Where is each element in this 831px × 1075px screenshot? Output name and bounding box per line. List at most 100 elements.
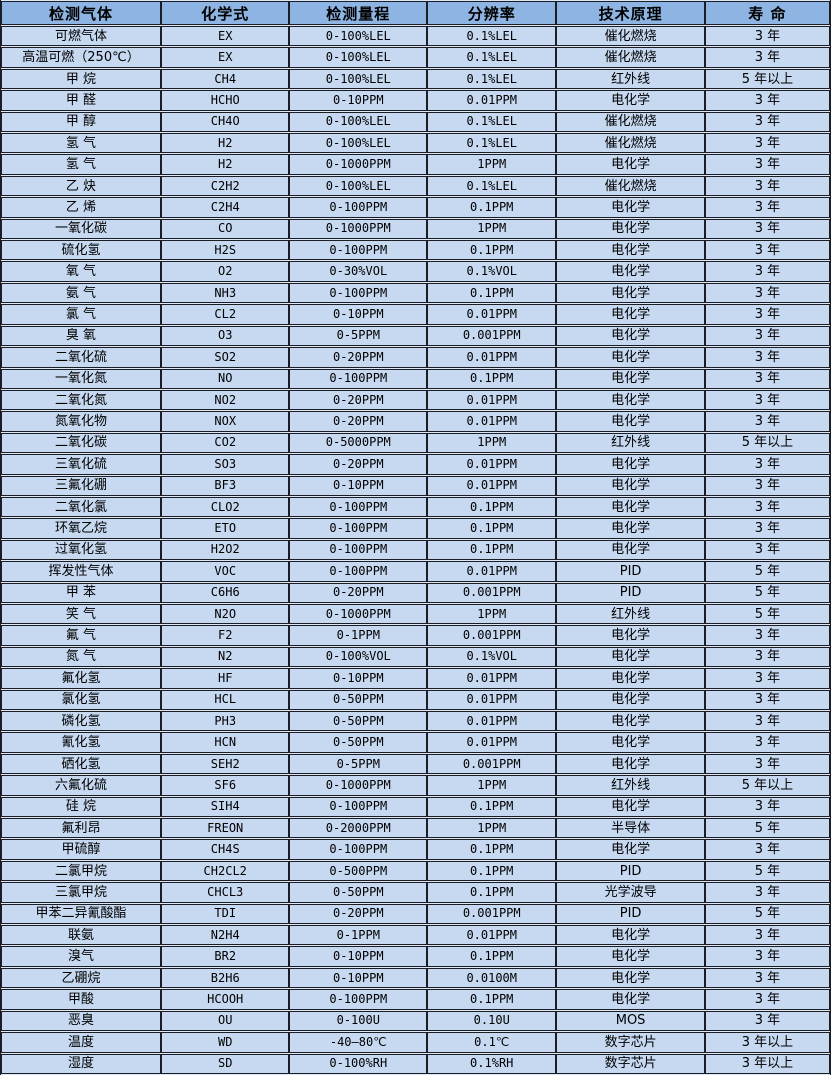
cell-chemical-formula: O3 — [160, 325, 290, 347]
cell-gas-name: 乙 烯 — [1, 197, 161, 218]
cell-lifespan: 3 年 — [704, 496, 830, 518]
cell-lifespan: 3 年 — [704, 47, 830, 68]
cell-gas-name: 甲 苯 — [1, 582, 161, 603]
cell-lifespan: 3 年 — [704, 368, 830, 389]
cell-gas-name: 氟化氢 — [1, 668, 161, 689]
cell-chemical-formula: H2S — [160, 240, 290, 261]
cell-lifespan: 3 年 — [704, 475, 830, 496]
cell-tech-principle: 红外线 — [556, 432, 705, 454]
cell-detection-range: 0-100PPM — [289, 496, 428, 518]
cell-resolution: 0.1PPM — [427, 860, 557, 882]
cell-detection-range: 0-2000PPM — [289, 818, 428, 839]
cell-tech-principle: 电化学 — [556, 475, 705, 496]
cell-detection-range: 0-5PPM — [289, 325, 428, 347]
cell-lifespan: 5 年以上 — [704, 775, 830, 796]
cell-gas-name: 甲酸 — [1, 989, 161, 1010]
cell-lifespan: 5 年以上 — [704, 432, 830, 454]
cell-lifespan: 3 年 — [704, 197, 830, 218]
cell-lifespan: 3 年 — [704, 304, 830, 325]
cell-gas-name: 氮氧化物 — [1, 411, 161, 432]
cell-tech-principle: 电化学 — [556, 646, 705, 668]
cell-gas-name: 甲硫醇 — [1, 839, 161, 860]
cell-resolution: 0.1℃ — [427, 1032, 557, 1053]
table-row: 硫化氢 H2S 0-100PPM 0.1PPM 电化学 3 年 — [1, 240, 830, 261]
cell-resolution: 0.01PPM — [427, 304, 557, 325]
header-row: 检测气体 化学式 检测量程 分辨率 技术原理寿 命 — [1, 1, 830, 25]
cell-resolution: 1PPM — [427, 432, 557, 454]
cell-chemical-formula: H2 — [160, 133, 290, 154]
cell-chemical-formula: CH4 — [160, 68, 290, 90]
cell-detection-range: 0-10PPM — [289, 90, 428, 111]
cell-detection-range: 0-20PPM — [289, 347, 428, 368]
cell-gas-name: 甲 醛 — [1, 90, 161, 111]
cell-lifespan: 5 年 — [704, 561, 830, 582]
cell-lifespan: 3 年 — [704, 133, 830, 154]
cell-detection-range: 0-100%LEL — [289, 175, 428, 197]
cell-chemical-formula: EX — [160, 47, 290, 68]
cell-lifespan: 3 年 — [704, 26, 830, 47]
cell-gas-name: 磷化氢 — [1, 711, 161, 732]
cell-resolution: 1PPM — [427, 218, 557, 240]
cell-detection-range: 0-10PPM — [289, 946, 428, 967]
cell-chemical-formula: CHCL3 — [160, 882, 290, 903]
cell-chemical-formula: N2O — [160, 603, 290, 625]
table-row: 过氧化氢 H2O2 0-100PPM 0.1PPM 电化学 3 年 — [1, 539, 830, 561]
cell-chemical-formula: SF6 — [160, 775, 290, 796]
cell-resolution: 0.01PPM — [427, 925, 557, 946]
cell-resolution: 0.1%LEL — [427, 133, 557, 154]
cell-detection-range: 0-100%LEL — [289, 111, 428, 133]
table-row: 联氨 N2H4 0-1PPM 0.01PPM 电化学 3 年 — [1, 925, 830, 946]
table-row: 硒化氢 SEH2 0-5PPM 0.001PPM 电化学 3 年 — [1, 753, 830, 775]
cell-lifespan: 3 年 — [704, 668, 830, 689]
table-row: 三氟化硼 BF3 0-10PPM 0.01PPM 电化学 3 年 — [1, 475, 830, 496]
cell-gas-name: 氯 气 — [1, 304, 161, 325]
cell-tech-principle: 催化燃烧 — [556, 26, 705, 47]
cell-tech-principle: 电化学 — [556, 389, 705, 411]
cell-tech-principle: PID — [556, 561, 705, 582]
cell-resolution: 0.1%LEL — [427, 111, 557, 133]
table-row: 三氯甲烷 CHCL3 0-50PPM 0.1PPM 光学波导 3 年 — [1, 882, 830, 903]
cell-resolution: 0.1PPM — [427, 539, 557, 561]
cell-tech-principle: 催化燃烧 — [556, 175, 705, 197]
cell-chemical-formula: H2O2 — [160, 539, 290, 561]
cell-chemical-formula: C6H6 — [160, 582, 290, 603]
cell-lifespan: 3 年 — [704, 732, 830, 753]
cell-detection-range: 0-500PPM — [289, 860, 428, 882]
cell-resolution: 0.1%RH — [427, 1053, 557, 1074]
cell-detection-range: 0-50PPM — [289, 882, 428, 903]
cell-resolution: 0.1PPM — [427, 368, 557, 389]
cell-chemical-formula: N2 — [160, 646, 290, 668]
cell-gas-name: 湿度 — [1, 1053, 161, 1074]
cell-detection-range: 0-100PPM — [289, 539, 428, 561]
cell-tech-principle: 电化学 — [556, 518, 705, 539]
cell-tech-principle: 催化燃烧 — [556, 111, 705, 133]
cell-detection-range: 0-10PPM — [289, 668, 428, 689]
cell-resolution: 1PPM — [427, 818, 557, 839]
cell-gas-name: 甲 醇 — [1, 111, 161, 133]
cell-gas-name: 乙硼烷 — [1, 967, 161, 989]
cell-lifespan: 3 年 — [704, 282, 830, 304]
cell-detection-range: 0-100%LEL — [289, 47, 428, 68]
cell-lifespan: 5 年以上 — [704, 68, 830, 90]
cell-detection-range: 0-20PPM — [289, 582, 428, 603]
table-body: 可燃气体 EX 0-100%LEL 0.1%LEL 催化燃烧 3 年高温可燃（250℃） E… — [1, 26, 830, 1074]
table-row: 二氧化碳 CO2 0-5000PPM 1PPM 红外线 5 年以上 — [1, 432, 830, 454]
cell-resolution: 0.1PPM — [427, 946, 557, 967]
cell-tech-principle: 数字芯片 — [556, 1032, 705, 1053]
cell-detection-range: 0-10PPM — [289, 967, 428, 989]
cell-lifespan: 3 年 — [704, 989, 830, 1010]
table-row: 氧 气 O2 0-30%VOL 0.1%VOL 电化学 3 年 — [1, 261, 830, 282]
column-header-lifespan: 寿 命 — [704, 1, 830, 25]
cell-gas-name: 二氧化碳 — [1, 432, 161, 454]
table-row: 氟 气 F2 0-1PPM 0.001PPM 电化学 3 年 — [1, 625, 830, 646]
cell-resolution: 0.0100M — [427, 967, 557, 989]
table-row: 甲硫醇 CH4S 0-100PPM 0.1PPM 电化学 3 年 — [1, 839, 830, 860]
table-row: 甲 烷 CH4 0-100%LEL 0.1%LEL 红外线 5 年以上 — [1, 68, 830, 90]
cell-chemical-formula: HCHO — [160, 90, 290, 111]
cell-tech-principle: 红外线 — [556, 775, 705, 796]
cell-gas-name: 氰化氢 — [1, 732, 161, 753]
cell-gas-name: 温度 — [1, 1032, 161, 1053]
cell-tech-principle: 电化学 — [556, 218, 705, 240]
cell-gas-name: 氯化氢 — [1, 689, 161, 710]
cell-gas-name: 过氧化氢 — [1, 539, 161, 561]
